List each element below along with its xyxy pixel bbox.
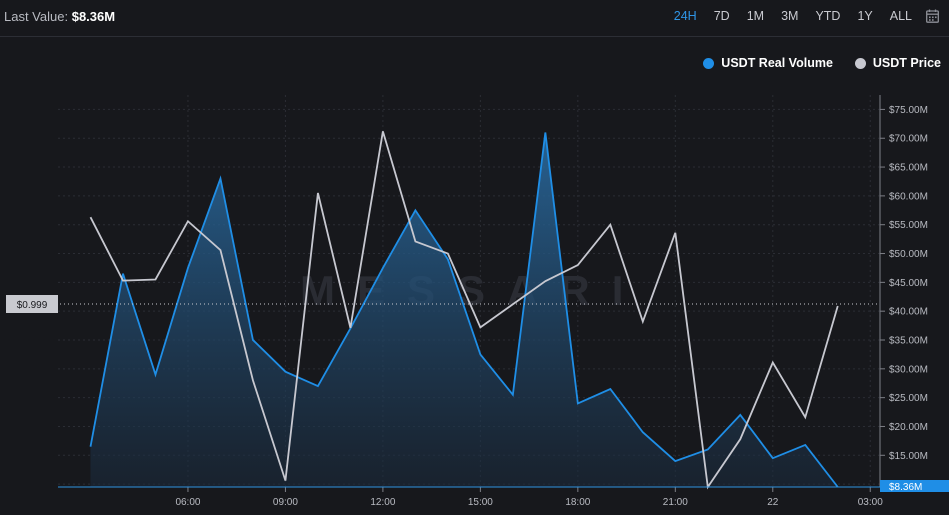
x-tick-label: 22 [767,497,779,508]
legend-item-price[interactable]: USDT Price [854,56,941,70]
y-tick-label: $60.00M [889,191,928,202]
last-value-label: Last Value: [4,9,69,24]
y-axis-right: $10.00M$15.00M$20.00M$25.00M$30.00M$35.0… [879,95,928,491]
y-tick-label: $70.00M [889,134,928,145]
legend-label-volume: USDT Real Volume [721,56,833,70]
calendar-icon[interactable] [926,9,939,23]
chart-overlays: $0.999 $8.36M [6,295,949,493]
x-tick-label: 03:00 [858,497,883,508]
y-tick-label: $75.00M [889,105,928,116]
range-1m[interactable]: 1M [746,9,765,23]
x-tick-label: 18:00 [565,497,590,508]
range-1y[interactable]: 1Y [857,9,873,23]
range-7d[interactable]: 7D [713,9,730,23]
x-tick-label: 15:00 [468,497,493,508]
last-value-badge [880,480,949,492]
chart-marks [89,131,839,490]
y-tick-label: $55.00M [889,220,928,231]
x-axis: 06:00 09:00 12:00 15:00 18:00 21:00 22 03:00 [58,486,883,508]
last-value-number: $8.36M [71,9,116,24]
y-tick-label: $20.00M [889,422,928,433]
legend-item-volume[interactable]: USDT Real Volume [703,56,833,70]
price-marker-label: $0.999 [17,300,48,311]
watermark-text: MESSARI [300,267,645,314]
chart-legend: USDT Real Volume USDT Price [681,56,941,70]
range-24h[interactable]: 24H [673,9,697,23]
x-tick-label: 21:00 [663,497,688,508]
y-tick-label: $50.00M [889,249,928,260]
last-value-badge-label: $8.36M [889,482,922,493]
legend-label-price: USDT Price [872,56,941,70]
y-tick-label: $15.00M [889,451,928,462]
legend-dot-price [854,57,866,69]
x-tick-label: 12:00 [370,497,395,508]
y-tick-label: $65.00M [889,163,928,174]
y-tick-label: $40.00M [889,307,928,318]
range-ytd[interactable]: YTD [815,9,841,23]
price-line [89,131,839,490]
price-marker-badge [6,295,58,313]
last-value: Last Value: $8.36M [4,9,115,24]
volume-line [89,132,839,488]
y-tick-label: $35.00M [889,336,928,347]
legend-dot-volume [703,57,715,69]
x-tick-label: 09:00 [273,497,298,508]
y-tick-label: $45.00M [889,278,928,289]
chart-header: Last Value: $8.36M 24H 7D 1M 3M YTD 1Y A… [0,0,949,37]
x-tick-label: 06:00 [175,497,200,508]
y-tick-label: $25.00M [889,393,928,404]
range-selector: 24H 7D 1M 3M YTD 1Y ALL [657,9,939,23]
range-3m[interactable]: 3M [781,9,799,23]
volume-area [90,132,838,487]
range-all[interactable]: ALL [889,9,912,23]
y-tick-label: $30.00M [889,364,928,375]
